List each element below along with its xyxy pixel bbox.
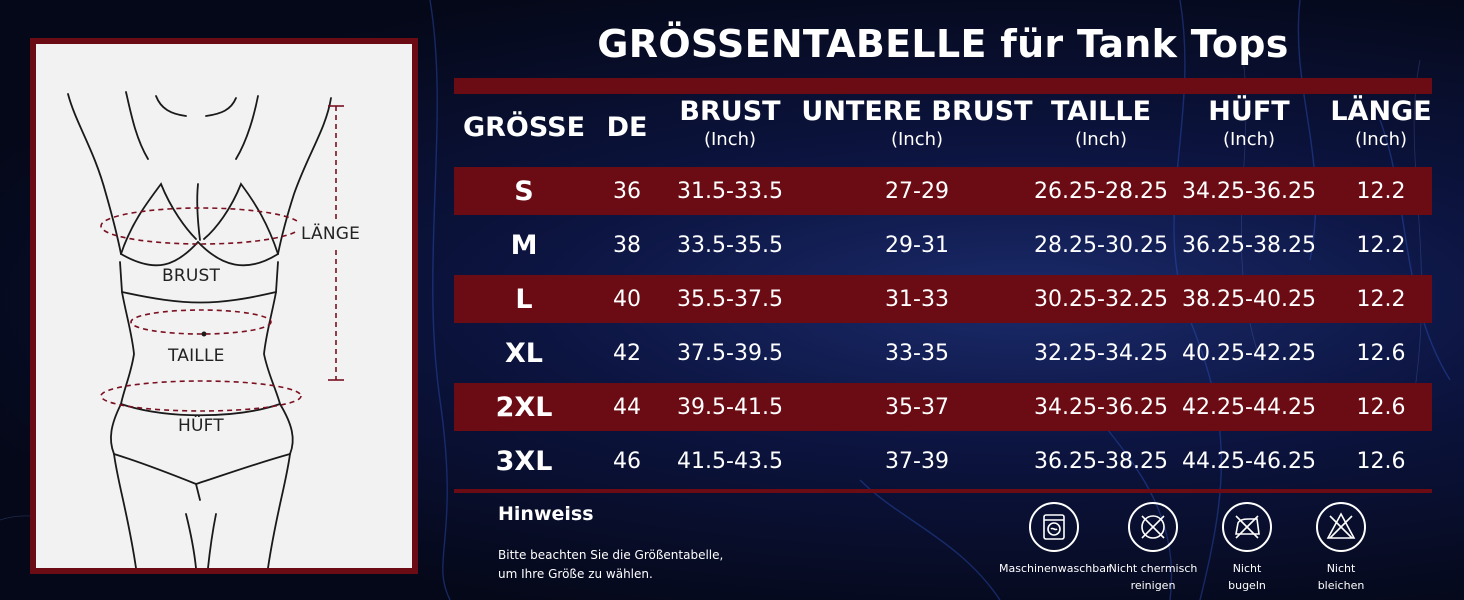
cell-size: 2XL xyxy=(495,391,553,423)
header-size: GRÖSSE xyxy=(462,112,586,143)
cell-hip: 36.25-38.25 xyxy=(1182,232,1316,258)
cell-length: 12.6 xyxy=(1356,340,1406,366)
cell-hip: 34.25-36.25 xyxy=(1182,178,1316,204)
bust-measure-line xyxy=(100,207,302,245)
waist-measure-line xyxy=(130,309,272,335)
table-row: XL 42 37.5-39.5 33-35 32.25-34.25 40.25-… xyxy=(454,329,1432,377)
care-no-dry-clean: Nicht chermisch reinigen xyxy=(1098,502,1208,594)
care-label: Nicht bleichen xyxy=(1317,562,1365,592)
cell-waist: 26.25-28.25 xyxy=(1034,178,1168,204)
bust-label: BRUST xyxy=(162,266,221,286)
table-row: 3XL 46 41.5-43.5 37-39 36.25-38.25 44.25… xyxy=(454,437,1432,485)
care-label: Nicht chermisch reinigen xyxy=(1108,562,1198,592)
cell-under-bust: 33-35 xyxy=(885,340,949,366)
table-top-bar xyxy=(454,78,1432,94)
care-washing-machine: Maschinenwaschbar xyxy=(999,502,1111,577)
cell-under-bust: 27-29 xyxy=(885,178,949,204)
table-row: M 38 33.5-35.5 29-31 28.25-30.25 36.25-3… xyxy=(454,221,1432,269)
table-row: L 40 35.5-37.5 31-33 30.25-32.25 38.25-4… xyxy=(454,275,1432,323)
size-table: GRÖSSE DE BRUST (Inch) UNTERE BRUST (Inc… xyxy=(454,78,1432,491)
waist-label: TAILLE xyxy=(168,346,225,366)
cell-waist: 36.25-38.25 xyxy=(1034,448,1168,474)
note-title: Hinweiss xyxy=(498,503,594,525)
body-measurement-figure: LÄNGE BRUST TAILLE HÜFT xyxy=(36,44,412,568)
cell-de: 38 xyxy=(613,232,641,258)
cell-bust: 37.5-39.5 xyxy=(677,340,783,366)
navel-mark xyxy=(201,331,207,337)
table-bottom-rule xyxy=(454,489,1432,493)
header-bust: BRUST (Inch) xyxy=(679,96,781,150)
header-waist: TAILLE (Inch) xyxy=(1050,96,1152,150)
table-header-row: GRÖSSE DE BRUST (Inch) UNTERE BRUST (Inc… xyxy=(454,94,1432,167)
header-de: DE xyxy=(606,112,648,143)
care-label: Maschinenwaschbar xyxy=(999,562,1111,575)
header-under-bust: UNTERE BRUST (Inch) xyxy=(801,96,1033,150)
cell-under-bust: 29-31 xyxy=(885,232,949,258)
hip-measure-line xyxy=(100,380,302,412)
no-iron-icon xyxy=(1222,502,1272,552)
cell-waist: 28.25-30.25 xyxy=(1034,232,1168,258)
cell-size: 3XL xyxy=(495,445,553,477)
no-bleach-icon xyxy=(1316,502,1366,552)
care-no-bleach: Nicht bleichen xyxy=(1286,502,1396,594)
cell-hip: 38.25-40.25 xyxy=(1182,286,1316,312)
cell-de: 46 xyxy=(613,448,641,474)
cell-hip: 42.25-44.25 xyxy=(1182,394,1316,420)
care-no-iron: Nicht bugeln xyxy=(1192,502,1302,594)
care-label: Nicht bugeln xyxy=(1228,562,1266,592)
washing-machine-icon xyxy=(1029,502,1079,552)
table-row: 2XL 44 39.5-41.5 35-37 34.25-36.25 42.25… xyxy=(454,383,1432,431)
cell-waist: 30.25-32.25 xyxy=(1034,286,1168,312)
note-line-2: um Ihre Größe zu wählen. xyxy=(498,567,653,581)
cell-under-bust: 35-37 xyxy=(885,394,949,420)
header-hip: HÜFT (Inch) xyxy=(1208,96,1290,150)
cell-bust: 33.5-35.5 xyxy=(677,232,783,258)
body-outline-illustration xyxy=(67,91,374,568)
cell-hip: 44.25-46.25 xyxy=(1182,448,1316,474)
cell-length: 12.6 xyxy=(1356,448,1406,474)
page-title: GRÖSSENTABELLE für Tank Tops xyxy=(597,22,1289,66)
hip-label: HÜFT xyxy=(178,416,224,436)
cell-de: 36 xyxy=(613,178,641,204)
note-text: Bitte beachten Sie die Größentabelle, um… xyxy=(498,546,798,584)
length-label: LÄNGE xyxy=(301,224,361,244)
figure-frame: LÄNGE BRUST TAILLE HÜFT xyxy=(30,38,418,574)
cell-bust: 35.5-37.5 xyxy=(677,286,783,312)
note-line-1: Bitte beachten Sie die Größentabelle, xyxy=(498,548,724,562)
no-dry-clean-icon xyxy=(1128,502,1178,552)
cell-length: 12.2 xyxy=(1356,178,1406,204)
cell-hip: 40.25-42.25 xyxy=(1182,340,1316,366)
cell-size: M xyxy=(510,229,538,261)
cell-de: 40 xyxy=(613,286,641,312)
cell-size: L xyxy=(515,283,533,315)
cell-under-bust: 37-39 xyxy=(885,448,949,474)
cell-size: S xyxy=(514,175,534,207)
cell-length: 12.2 xyxy=(1356,286,1406,312)
cell-bust: 31.5-33.5 xyxy=(677,178,783,204)
table-row: S 36 31.5-33.5 27-29 26.25-28.25 34.25-3… xyxy=(454,167,1432,215)
cell-waist: 32.25-34.25 xyxy=(1034,340,1168,366)
cell-length: 12.6 xyxy=(1356,394,1406,420)
cell-de: 42 xyxy=(613,340,641,366)
cell-size: XL xyxy=(504,337,544,369)
cell-waist: 34.25-36.25 xyxy=(1034,394,1168,420)
cell-bust: 39.5-41.5 xyxy=(677,394,783,420)
cell-bust: 41.5-43.5 xyxy=(677,448,783,474)
cell-under-bust: 31-33 xyxy=(885,286,949,312)
cell-de: 44 xyxy=(613,394,641,420)
cell-length: 12.2 xyxy=(1356,232,1406,258)
header-length: LÄNGE (Inch) xyxy=(1330,96,1432,150)
